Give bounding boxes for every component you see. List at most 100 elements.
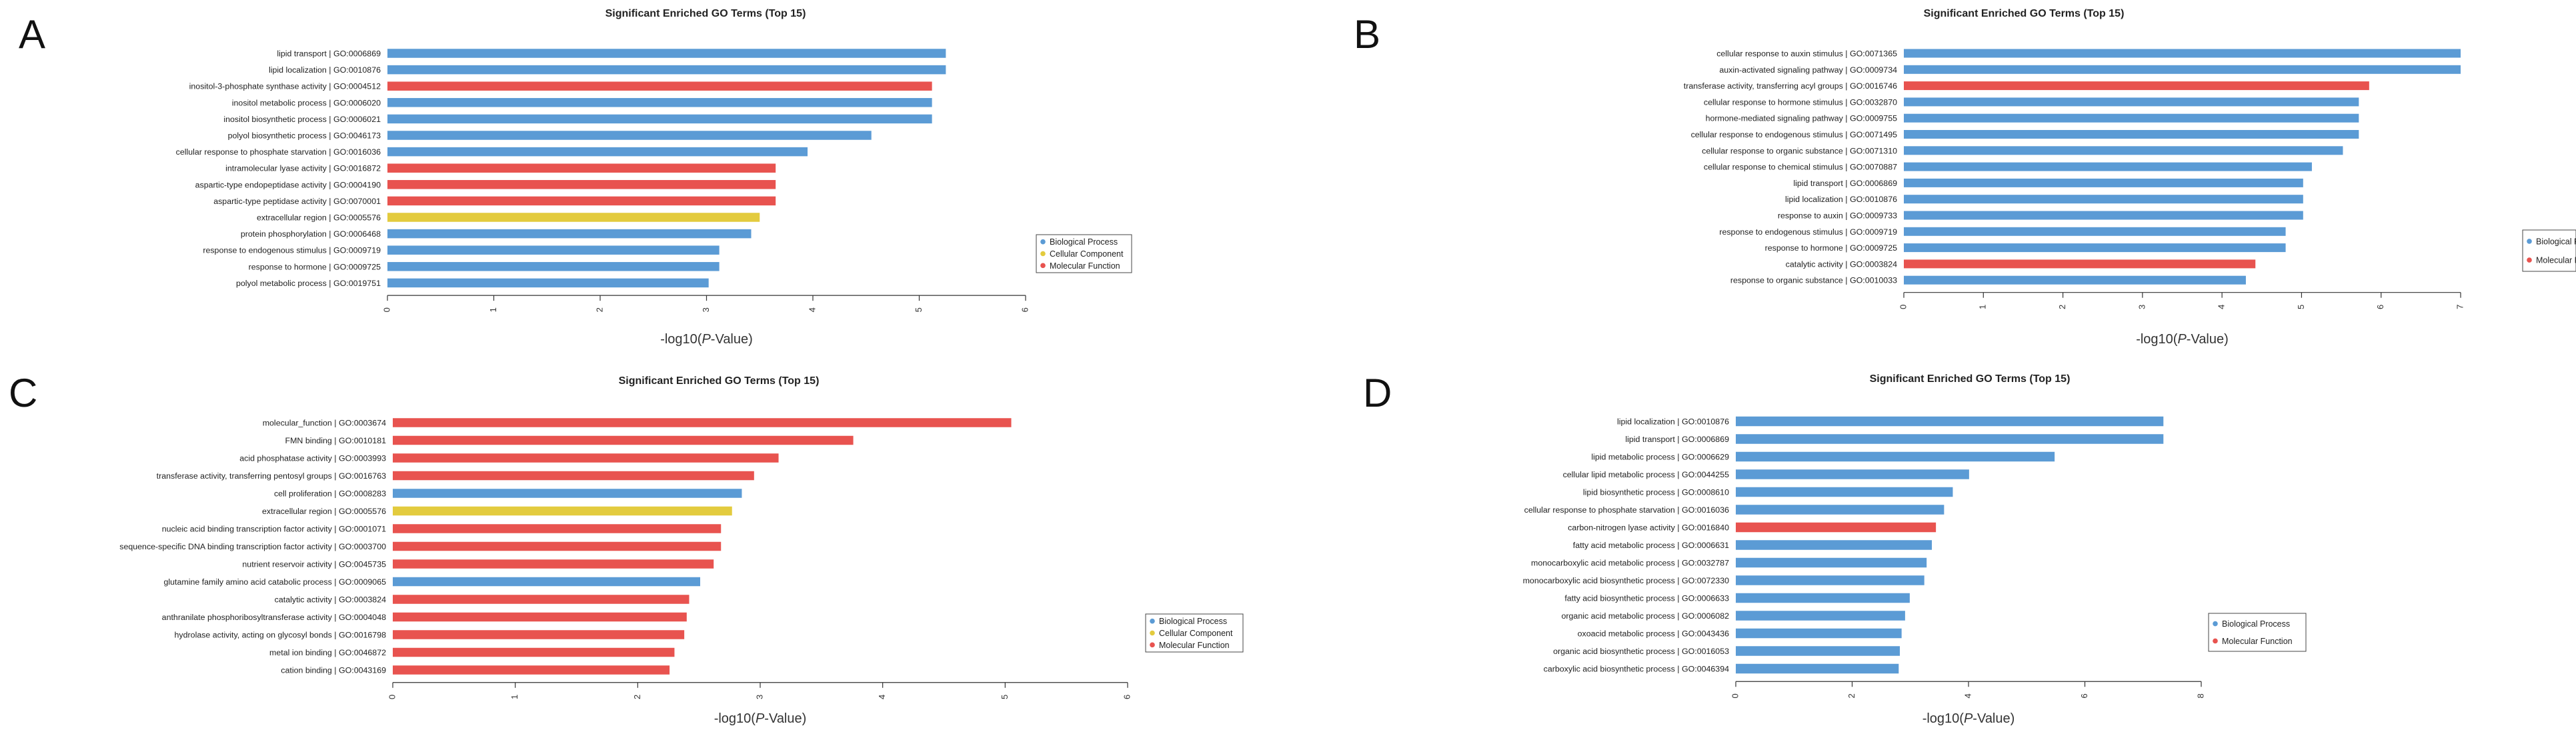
bar-extracellular-region-go-0005576 [393,506,732,516]
bar-auxin-activated-signaling-pathway-go-0009734 [1904,65,2461,74]
category-label: cellular response to phosphate starvatio… [1524,505,1729,515]
bar-organic-acid-metabolic-process-go-0006082 [1736,611,1905,621]
bar-cellular-response-to-phosphate-starvation-go-0016036 [1736,505,1945,515]
bar-cellular-response-to-auxin-stimulus-go-0071365 [1904,49,2461,58]
x-tick-label: 8 [2195,693,2205,698]
legend-marker [1150,642,1155,648]
category-label: sequence-specific DNA binding transcript… [119,542,386,551]
x-tick-label: 6 [2079,693,2089,698]
bar-cellular-response-to-endogenous-stimulus-go-0071495 [1904,130,2359,139]
category-label: oxoacid metabolic process | GO:0043436 [1578,629,1729,639]
legend-entry: Biological Process [1050,237,1118,247]
category-label: molecular_function | GO:0003674 [263,419,386,428]
category-label: monocarboxylic acid biosynthetic process… [1523,576,1730,585]
x-tick-label: 0 [1898,305,1908,309]
chart-title: Significant Enriched GO Terms (Top 15) [619,375,820,387]
bar-metal-ion-binding-go-0046872 [393,647,675,657]
chart-title: Significant Enriched GO Terms (Top 15) [1924,8,2125,19]
legend-marker [2213,621,2218,627]
category-label: catalytic activity | GO:0003824 [1786,259,1897,269]
category-label: transferase activity, transferring acyl … [1684,81,1897,91]
bar-catalytic-activity-go-0003824 [1904,259,2256,269]
bar-intramolecular-lyase-activity-go-0016872 [387,163,776,173]
x-tick-label: 4 [807,307,817,312]
bar-hormone-mediated-signaling-pathway-go-0009755 [1904,113,2359,123]
chart-title: Significant Enriched GO Terms (Top 15) [1870,373,2071,385]
x-tick-label: 2 [632,695,642,699]
category-label: nutrient reservoir activity | GO:0045735 [242,560,386,569]
category-label: lipid metabolic process | GO:0006629 [1591,453,1729,462]
x-tick-label: 4 [2217,305,2227,309]
category-label: response to hormone | GO:0009725 [249,262,381,271]
bar-sequence-specific-dna-binding-transcription-factor-activity-go-0003700 [393,541,722,551]
bar-molecular-function-go-0003674 [393,418,1012,427]
bar-fatty-acid-biosynthetic-process-go-0006633 [1736,593,1910,603]
category-label: organic acid metabolic process | GO:0006… [1562,611,1730,621]
category-label: glutamine family amino acid catabolic pr… [163,577,386,587]
x-tick-label: 2 [2057,305,2067,309]
legend-entry: Cellular Component [1159,629,1233,638]
bar-transferase-activity-transferring-acyl-groups-go-0016746 [1904,81,2369,91]
bar-monocarboxylic-acid-metabolic-process-go-0032787 [1736,557,1927,568]
legend-entry: Molecular Function [2222,637,2293,646]
legend: Biological Process Molecular Function [2522,229,2576,272]
chart-title: Significant Enriched GO Terms (Top 15) [605,8,806,19]
x-axis-label: -log10(P-Value) [660,332,753,347]
bar-catalytic-activity-go-0003824 [393,595,690,604]
category-label: response to endogenous stimulus | GO:000… [1719,227,1897,237]
bar-organic-acid-biosynthetic-process-go-0016053 [1736,646,1900,656]
category-label: inositol-3-phosphate synthase activity |… [189,82,381,91]
x-tick-label: 0 [1730,693,1740,698]
panel-b: B Significant Enriched GO Terms (Top 15) c… [1354,8,2576,347]
bar-inositol-metabolic-process-go-0006020 [387,98,932,107]
bar-fmn-binding-go-0010181 [393,435,854,445]
bar-cation-binding-go-0043169 [393,665,670,675]
category-label: cellular response to chemical stimulus |… [1704,163,1897,172]
category-label: metal ion binding | GO:0046872 [269,648,386,657]
panel-letter: B [1354,12,1380,57]
category-label: inositol metabolic process | GO:0006020 [232,98,381,107]
legend: Biological Process Molecular Function [2208,613,2307,652]
category-label: polyol metabolic process | GO:0019751 [236,279,381,288]
bar-polyol-biosynthetic-process-go-0046173 [387,131,872,140]
category-label: lipid transport | GO:0006869 [1793,179,1897,188]
category-label: fatty acid metabolic process | GO:000663… [1573,541,1729,550]
legend-marker [1040,263,1046,269]
category-label: auxin-activated signaling pathway | GO:0… [1719,65,1897,75]
bar-lipid-localization-go-0010876 [1736,416,2164,427]
bar-aspartic-type-endopeptidase-activity-go-0004190 [387,180,776,189]
category-label: aspartic-type peptidase activity | GO:00… [213,197,381,206]
panel-c: C Significant Enriched GO Terms (Top 15) m… [9,371,1244,726]
x-tick-label: 3 [701,307,711,312]
bar-nutrient-reservoir-activity-go-0045735 [393,559,714,569]
bar-cell-proliferation-go-0008283 [393,489,742,498]
legend-marker [2527,257,2532,263]
bar-response-to-auxin-go-0009733 [1904,211,2303,220]
category-label: cellular lipid metabolic process | GO:00… [1563,470,1730,479]
bar-oxoacid-metabolic-process-go-0043436 [1736,628,1902,639]
bar-response-to-organic-substance-go-0010033 [1904,275,2246,285]
x-tick-label: 1 [509,695,519,699]
bar-transferase-activity-transferring-pentosyl-groups-go-0016763 [393,471,754,481]
legend-entry: Cellular Component [1050,249,1124,259]
legend-marker [1150,630,1155,636]
category-label: lipid biosynthetic process | GO:0008610 [1583,488,1729,497]
legend: Biological Process Cellular Component Mole… [1145,613,1244,653]
x-tick-label: 2 [594,307,604,312]
category-label: cellular response to endogenous stimulus… [1691,130,1898,139]
category-label: inositol biosynthetic process | GO:00060… [223,115,381,124]
x-tick-label: 6 [1122,695,1132,699]
category-label: cellular response to hormone stimulus | … [1704,97,1897,107]
category-label: extracellular region | GO:0005576 [262,507,386,516]
category-label: cell proliferation | GO:0008283 [274,489,386,499]
bar-anthranilate-phosphoribosyltransferase-activity-go-0004048 [393,612,687,622]
bar-fatty-acid-metabolic-process-go-0006631 [1736,540,1933,550]
category-label: transferase activity, transferring pento… [157,471,386,481]
legend-entry: Molecular Function [1159,641,1230,650]
legend-entry: Molecular Function [2536,256,2576,265]
x-tick-label: 1 [1978,305,1988,309]
x-tick-label: 4 [1963,693,1973,698]
bar-cellular-lipid-metabolic-process-go-0044255 [1736,469,1969,479]
legend-marker [2213,638,2218,644]
